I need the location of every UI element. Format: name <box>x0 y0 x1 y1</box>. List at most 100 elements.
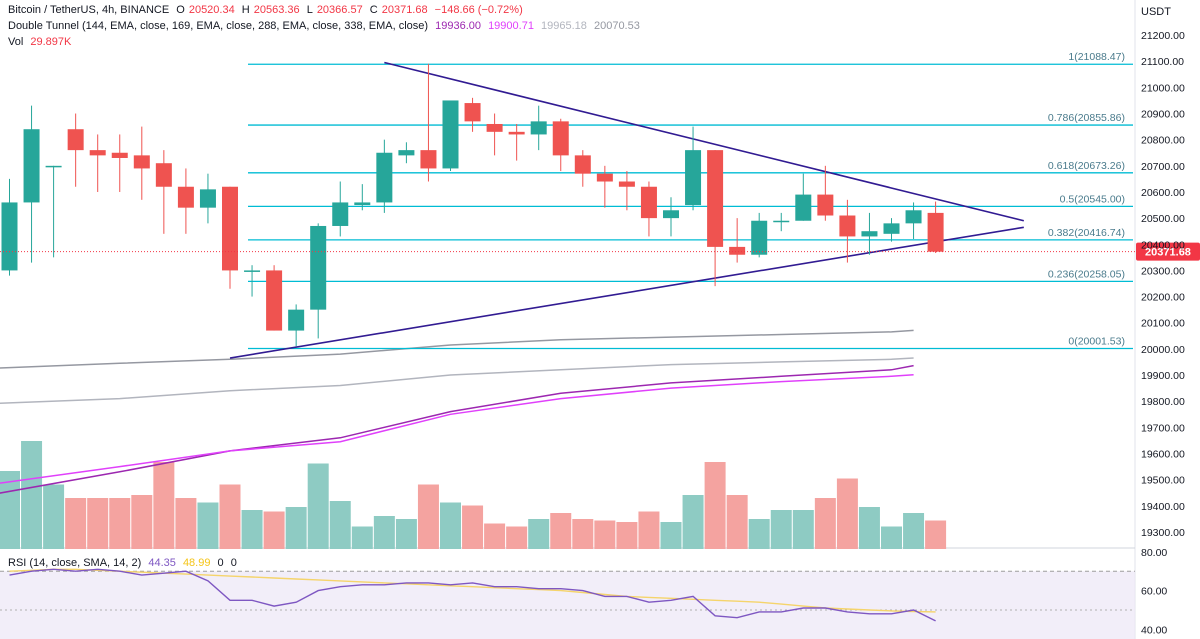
high-label: H <box>241 4 250 16</box>
price-tick-label: 20600.00 <box>1141 187 1185 199</box>
candle-body <box>332 202 349 226</box>
volume-bar <box>594 520 616 549</box>
price-tick-label: 20100.00 <box>1141 318 1185 330</box>
ema-value-2: 19900.71 <box>488 20 534 32</box>
volume-label[interactable]: Vol <box>8 36 24 48</box>
last-price: 20371.68 <box>0 242 1200 261</box>
candle-body <box>288 309 305 331</box>
candle-body <box>817 194 834 216</box>
price-tick-label: 20700.00 <box>1141 161 1185 173</box>
candle-body <box>376 152 393 203</box>
candle-body <box>89 150 106 156</box>
candle-body <box>111 152 128 158</box>
candle-body <box>640 186 657 219</box>
volume-value: 29.897K <box>30 36 72 48</box>
volume-bar <box>506 526 528 549</box>
candle-body <box>839 215 856 237</box>
volume-legend[interactable]: Vol 29.897K <box>8 35 75 49</box>
volume-bar <box>858 507 880 549</box>
volume-bars <box>0 441 947 549</box>
price-tick-label: 20300.00 <box>1141 265 1185 277</box>
ema-value-4: 20070.53 <box>593 20 640 32</box>
candle-body <box>398 150 415 156</box>
high-value: 20563.36 <box>253 4 300 16</box>
candle-body <box>707 150 724 247</box>
ema-line <box>0 357 914 405</box>
price-tick-label: 19400.00 <box>1141 501 1185 513</box>
volume-bar <box>109 498 131 549</box>
volume-bar <box>814 498 836 549</box>
ema-legend[interactable]: Double Tunnel (144, EMA, close, 169, EMA… <box>8 19 644 33</box>
volume-bar <box>417 484 439 549</box>
candle-body <box>442 100 459 169</box>
volume-bar <box>616 522 638 549</box>
candle-body <box>266 270 283 331</box>
price-tick-label: 19300.00 <box>1141 527 1185 539</box>
volume-bar <box>484 523 506 549</box>
rsi-sma-value: 48.99 <box>182 557 211 569</box>
volume-bar <box>285 507 307 549</box>
open-value: 20520.34 <box>188 4 235 16</box>
volume-bar <box>528 519 550 549</box>
ema-value-1: 19936.00 <box>435 20 481 32</box>
volume-bar <box>660 522 682 549</box>
volume-bar <box>373 516 395 549</box>
candle-body <box>883 223 900 234</box>
axis-unit: USDT <box>1141 6 1171 18</box>
symbol-legend[interactable]: Bitcoin / TetherUS, 4h, BINANCE O 20520.3… <box>8 3 527 17</box>
low-value: 20366.57 <box>316 4 363 16</box>
volume-bar <box>131 495 153 549</box>
volume-bar <box>241 510 263 549</box>
volume-bar <box>704 462 726 549</box>
fib-level-label: 0.618(20673.26) <box>1048 160 1125 172</box>
rsi-label[interactable]: RSI (14, close, SMA, 14, 2) <box>8 557 142 569</box>
rsi-tick-label: 40.00 <box>1141 624 1167 636</box>
price-tick-label: 19700.00 <box>1141 422 1185 434</box>
price-axis: 21200.00 21100.00 21000.00 20900.00 20800.00… <box>1141 30 1185 539</box>
price-tick-label: 19900.00 <box>1141 370 1185 382</box>
ema-indicator-label[interactable]: Double Tunnel (144, EMA, close, 169, EMA… <box>8 20 429 32</box>
candle-body <box>618 181 635 187</box>
volume-bar <box>682 495 704 549</box>
rsi-legend[interactable]: RSI (14, close, SMA, 14, 2) 44.35 48.99 … <box>8 557 241 569</box>
candle-body <box>927 212 944 252</box>
candle-body <box>45 165 62 168</box>
price-tick-label: 20400.00 <box>1141 239 1185 251</box>
price-tick-label: 21200.00 <box>1141 30 1185 42</box>
candle-body <box>905 210 922 224</box>
price-tick-label: 20900.00 <box>1141 109 1185 121</box>
candle-body <box>133 155 150 169</box>
volume-bar <box>770 510 792 549</box>
volume-bar <box>572 519 594 549</box>
candle-body <box>751 220 768 255</box>
price-tick-label: 20800.00 <box>1141 135 1185 147</box>
volume-bar <box>903 513 925 549</box>
candle-body <box>861 231 878 237</box>
last-price-tag <box>1136 242 1200 261</box>
price-tick-label: 19600.00 <box>1141 448 1185 460</box>
candle-body <box>729 246 746 255</box>
candle-body <box>663 210 679 219</box>
rsi-line <box>9 568 936 622</box>
fib-level-label: 1(21088.47) <box>1068 51 1125 63</box>
candle-body <box>222 186 238 271</box>
volume-bar <box>153 462 175 549</box>
candle-body <box>464 103 481 122</box>
volume-bar <box>307 463 329 549</box>
symbol-title[interactable]: Bitcoin / TetherUS, 4h, BINANCE <box>8 4 170 16</box>
close-label: C <box>369 4 378 16</box>
candle-body <box>552 121 569 156</box>
rsi-extra-1: 0 <box>217 557 224 569</box>
volume-bar <box>462 505 484 549</box>
price-tick-label: 19500.00 <box>1141 475 1185 487</box>
open-label: O <box>176 4 185 16</box>
volume-bar <box>395 519 417 549</box>
volume-bar <box>792 510 814 549</box>
volume-bar <box>87 498 109 549</box>
price-tick-label: 21100.00 <box>1141 56 1184 68</box>
volume-bar <box>836 478 858 549</box>
fib-retracement: 1(21088.47) 0.786(20855.86) 0.618(20673.26… <box>248 51 1133 350</box>
volume-bar <box>43 484 65 549</box>
ema-line <box>0 374 914 484</box>
